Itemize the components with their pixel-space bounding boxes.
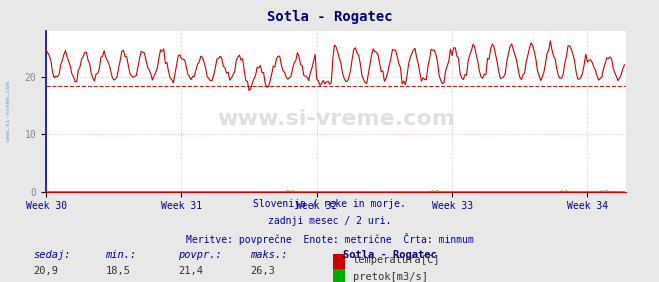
Text: pretok[m3/s]: pretok[m3/s] <box>353 272 428 282</box>
Text: 21,4: 21,4 <box>178 266 203 276</box>
Text: Sotla - Rogatec: Sotla - Rogatec <box>267 10 392 24</box>
Text: maks.:: maks.: <box>250 250 288 259</box>
Text: min.:: min.: <box>105 250 136 259</box>
Text: Slovenija / reke in morje.: Slovenija / reke in morje. <box>253 199 406 209</box>
Text: temperatura[C]: temperatura[C] <box>353 255 440 265</box>
Text: zadnji mesec / 2 uri.: zadnji mesec / 2 uri. <box>268 216 391 226</box>
Text: povpr.:: povpr.: <box>178 250 221 259</box>
Text: 20,9: 20,9 <box>33 266 58 276</box>
Text: Sotla - Rogatec: Sotla - Rogatec <box>343 250 436 259</box>
Text: sedaj:: sedaj: <box>33 250 71 259</box>
Text: Meritve: povprečne  Enote: metrične  Črta: minmum: Meritve: povprečne Enote: metrične Črta:… <box>186 233 473 245</box>
Text: www.si-vreme.com: www.si-vreme.com <box>6 81 11 141</box>
Text: 26,3: 26,3 <box>250 266 275 276</box>
Text: 18,5: 18,5 <box>105 266 130 276</box>
Text: www.si-vreme.com: www.si-vreme.com <box>217 109 455 129</box>
